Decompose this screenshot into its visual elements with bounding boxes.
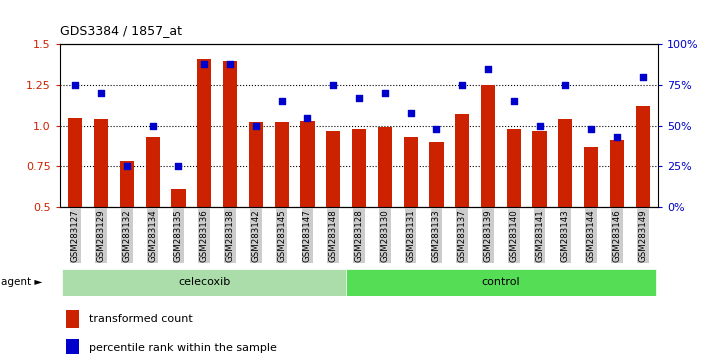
Text: GSM283145: GSM283145	[277, 209, 286, 262]
Bar	[326, 131, 340, 207]
Text: GSM283136: GSM283136	[200, 209, 209, 262]
Text: transformed count: transformed count	[89, 314, 192, 324]
Point	[327, 82, 339, 88]
Bar	[66, 310, 79, 328]
Point	[276, 98, 287, 104]
Bar	[532, 131, 547, 207]
Text: GSM283134: GSM283134	[149, 209, 157, 262]
Text: GSM283144: GSM283144	[586, 209, 596, 262]
Bar	[68, 118, 82, 207]
Point	[96, 90, 107, 96]
Bar	[378, 127, 392, 207]
Bar	[403, 137, 417, 207]
Point	[637, 74, 648, 80]
Point	[250, 123, 261, 129]
Bar	[120, 161, 134, 207]
Text: GSM283137: GSM283137	[458, 209, 467, 262]
Text: GSM283129: GSM283129	[96, 209, 106, 262]
Point	[611, 134, 622, 140]
Bar	[94, 119, 108, 207]
Point	[199, 61, 210, 67]
Text: GSM283148: GSM283148	[329, 209, 338, 262]
Text: GSM283141: GSM283141	[535, 209, 544, 262]
Point	[560, 82, 571, 88]
Point	[173, 164, 184, 169]
Bar	[610, 140, 624, 207]
Bar	[429, 142, 444, 207]
Point	[70, 82, 81, 88]
Text: GSM283147: GSM283147	[303, 209, 312, 262]
Bar	[146, 137, 160, 207]
Text: GDS3384 / 1857_at: GDS3384 / 1857_at	[60, 24, 182, 37]
Text: GSM283138: GSM283138	[225, 209, 234, 262]
Text: GSM283133: GSM283133	[432, 209, 441, 262]
Text: agent ►: agent ►	[1, 277, 43, 287]
Bar	[197, 59, 211, 207]
Bar	[66, 339, 79, 354]
Text: GSM283149: GSM283149	[639, 209, 647, 262]
Bar	[301, 121, 315, 207]
Text: GSM283143: GSM283143	[561, 209, 570, 262]
Text: control: control	[482, 277, 520, 287]
Point	[482, 66, 494, 72]
Bar	[481, 85, 495, 207]
Bar	[352, 129, 366, 207]
Point	[353, 95, 365, 101]
Point	[379, 90, 391, 96]
Bar	[171, 189, 186, 207]
Text: percentile rank within the sample: percentile rank within the sample	[89, 343, 277, 353]
Point	[225, 61, 236, 67]
Text: GSM283128: GSM283128	[355, 209, 363, 262]
Text: celecoxib: celecoxib	[178, 277, 230, 287]
Text: GSM283139: GSM283139	[484, 209, 493, 262]
Bar	[346, 269, 655, 296]
Bar	[249, 122, 263, 207]
Bar	[455, 114, 470, 207]
Point	[302, 115, 313, 120]
Point	[586, 126, 597, 132]
Point	[121, 164, 132, 169]
Text: GSM283132: GSM283132	[122, 209, 132, 262]
Text: GSM283135: GSM283135	[174, 209, 183, 262]
Bar	[584, 147, 598, 207]
Bar	[275, 122, 289, 207]
Text: GSM283130: GSM283130	[380, 209, 389, 262]
Text: GSM283146: GSM283146	[612, 209, 622, 262]
Bar	[636, 106, 650, 207]
Point	[457, 82, 468, 88]
Point	[147, 123, 158, 129]
Point	[534, 123, 545, 129]
Point	[508, 98, 520, 104]
Point	[405, 110, 416, 115]
Bar	[63, 269, 346, 296]
Bar	[558, 119, 572, 207]
Bar	[507, 129, 521, 207]
Text: GSM283127: GSM283127	[71, 209, 80, 262]
Text: GSM283140: GSM283140	[509, 209, 518, 262]
Point	[431, 126, 442, 132]
Text: GSM283142: GSM283142	[251, 209, 260, 262]
Text: GSM283131: GSM283131	[406, 209, 415, 262]
Bar	[223, 61, 237, 207]
